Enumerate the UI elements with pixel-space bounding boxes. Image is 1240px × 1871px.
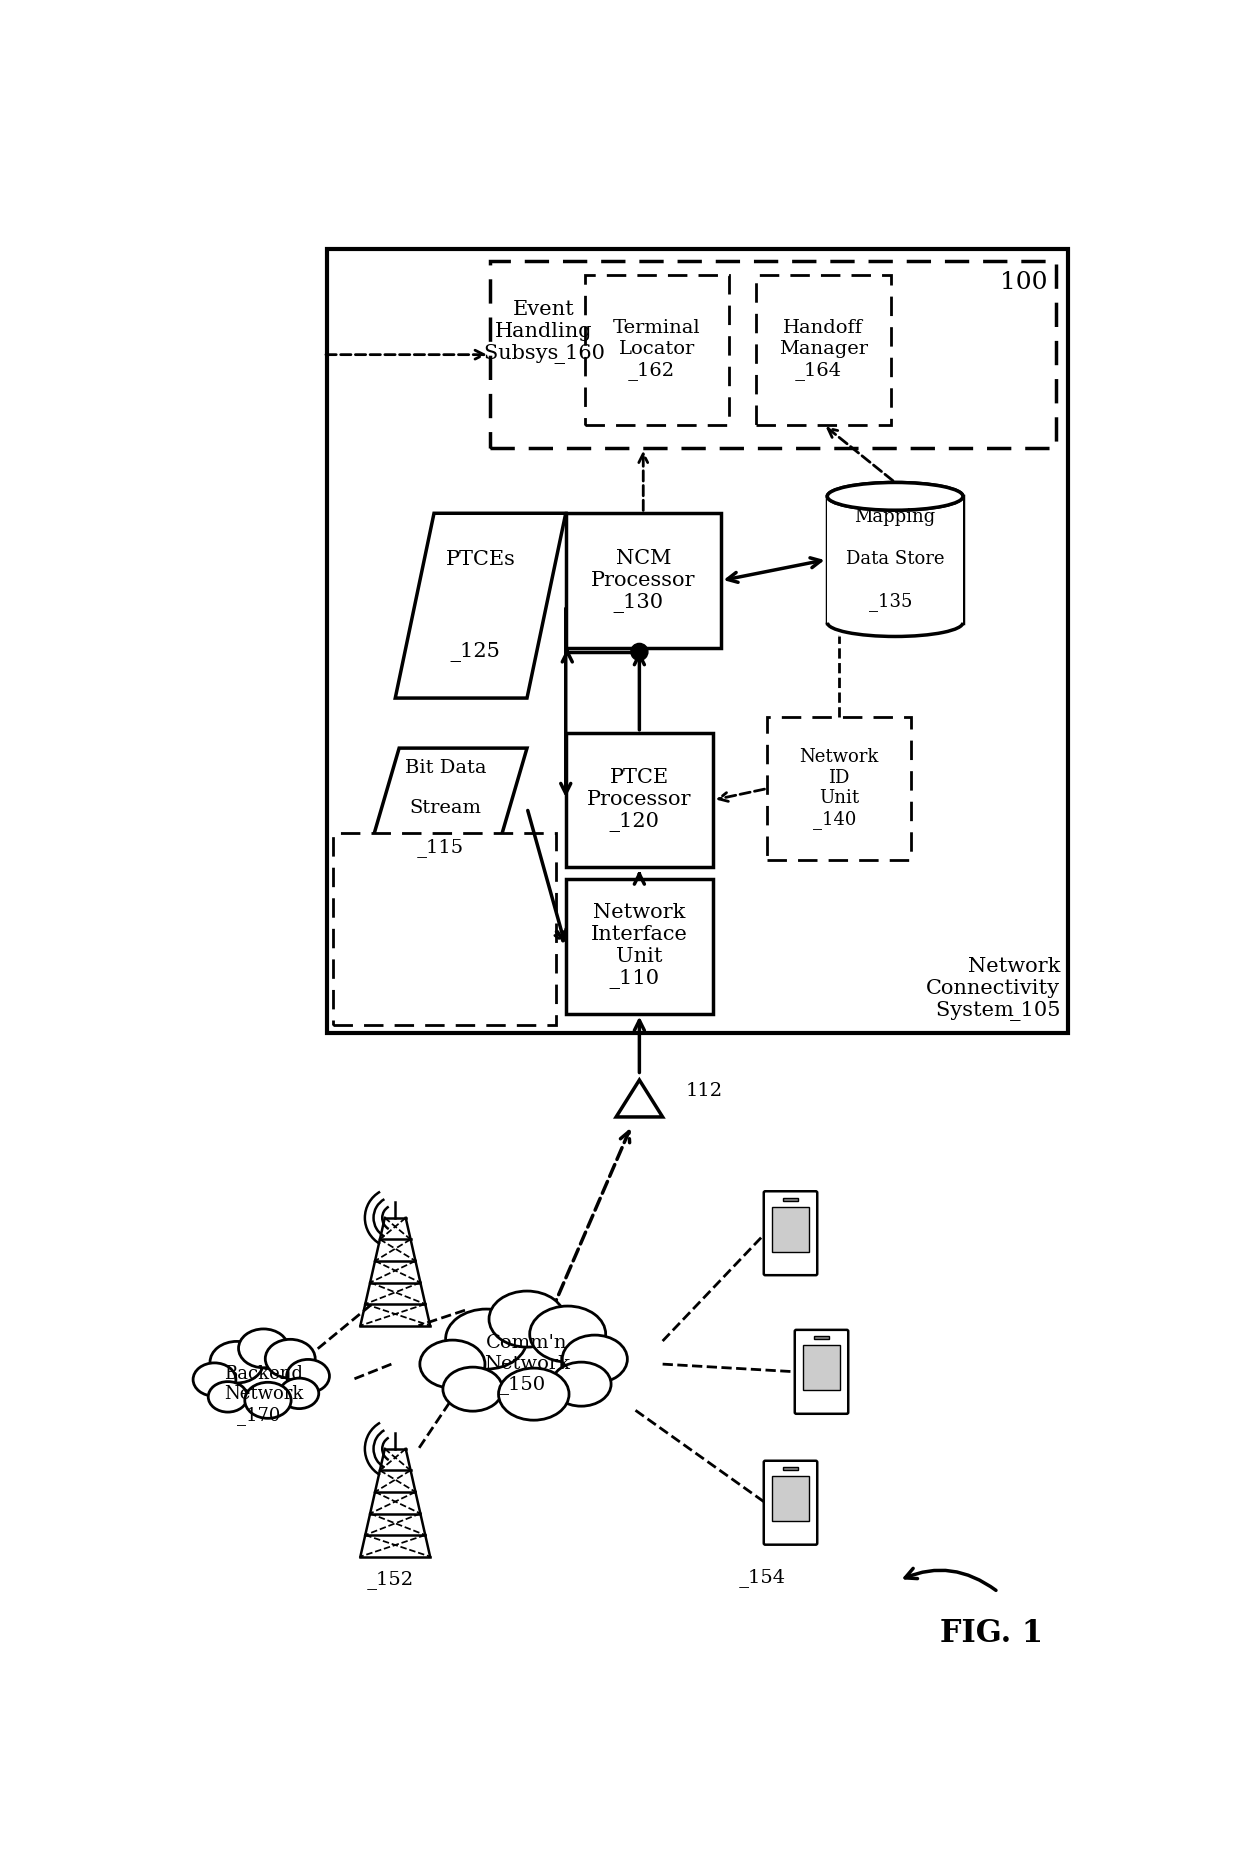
Ellipse shape <box>445 1310 527 1370</box>
Text: ̲152: ̲152 <box>377 1570 414 1588</box>
Ellipse shape <box>443 1368 502 1411</box>
Text: Bit Data: Bit Data <box>405 760 486 776</box>
Ellipse shape <box>562 1336 627 1383</box>
Text: Stream: Stream <box>409 799 481 818</box>
Polygon shape <box>616 1080 662 1117</box>
Polygon shape <box>396 513 565 698</box>
Ellipse shape <box>529 1306 605 1362</box>
Bar <box>327 249 1068 1033</box>
Bar <box>813 1336 830 1340</box>
Ellipse shape <box>238 1328 289 1368</box>
Bar <box>585 275 729 425</box>
Bar <box>565 733 713 868</box>
Bar <box>565 879 713 1014</box>
Bar <box>827 496 963 623</box>
Ellipse shape <box>459 1328 595 1400</box>
FancyBboxPatch shape <box>795 1330 848 1414</box>
Bar <box>804 1345 839 1390</box>
Ellipse shape <box>244 1383 291 1418</box>
Text: Data Store: Data Store <box>846 550 945 569</box>
Text: Mapping: Mapping <box>854 509 936 526</box>
Ellipse shape <box>420 1340 485 1388</box>
Bar <box>773 1476 808 1521</box>
Polygon shape <box>365 748 527 868</box>
Text: Network
Interface
Unit
̲110: Network Interface Unit ̲110 <box>591 904 688 990</box>
Text: Terminal
Locator
̲162: Terminal Locator ̲162 <box>613 320 701 380</box>
Text: FIG. 1: FIG. 1 <box>940 1618 1044 1648</box>
Text: NCM
Processor
̲130: NCM Processor ̲130 <box>591 548 696 612</box>
Ellipse shape <box>552 1362 611 1407</box>
Bar <box>334 833 557 1025</box>
Text: 112: 112 <box>686 1081 723 1100</box>
Ellipse shape <box>210 1342 263 1383</box>
Ellipse shape <box>498 1368 569 1420</box>
Text: ̲125: ̲125 <box>460 642 501 662</box>
Ellipse shape <box>219 1355 308 1403</box>
Text: Network
Connectivity
System ̲105: Network Connectivity System ̲105 <box>926 958 1060 1022</box>
Ellipse shape <box>827 483 963 511</box>
Text: Backend
Network
̲170: Backend Network ̲170 <box>223 1364 304 1426</box>
Ellipse shape <box>827 483 963 511</box>
Bar <box>773 1207 808 1252</box>
Text: 100: 100 <box>999 271 1048 294</box>
Ellipse shape <box>489 1291 565 1347</box>
Text: ̲115: ̲115 <box>427 838 464 857</box>
Text: PTCEs: PTCEs <box>445 550 516 569</box>
Text: ̲154: ̲154 <box>749 1568 786 1587</box>
Bar <box>490 262 1056 447</box>
Ellipse shape <box>286 1360 330 1392</box>
Text: ̲135: ̲135 <box>878 591 913 612</box>
Text: Network
ID
Unit
̲140: Network ID Unit ̲140 <box>800 748 879 829</box>
Text: Event
Handling
Subsys ̲160: Event Handling Subsys ̲160 <box>484 299 605 365</box>
Ellipse shape <box>208 1381 248 1413</box>
Text: Handoff
Manager
̲164: Handoff Manager ̲164 <box>779 320 868 380</box>
Ellipse shape <box>193 1362 236 1396</box>
FancyBboxPatch shape <box>764 1461 817 1545</box>
Bar <box>782 1467 799 1471</box>
FancyBboxPatch shape <box>764 1192 817 1276</box>
Ellipse shape <box>279 1379 319 1409</box>
Text: PTCE
Processor
̲120: PTCE Processor ̲120 <box>587 769 692 833</box>
Bar <box>565 513 720 647</box>
Bar <box>755 275 892 425</box>
Bar <box>782 1197 799 1201</box>
Bar <box>768 717 910 861</box>
Circle shape <box>631 644 647 660</box>
Text: Comm'n
Network
̲150: Comm'n Network ̲150 <box>484 1334 570 1394</box>
Ellipse shape <box>265 1340 315 1379</box>
